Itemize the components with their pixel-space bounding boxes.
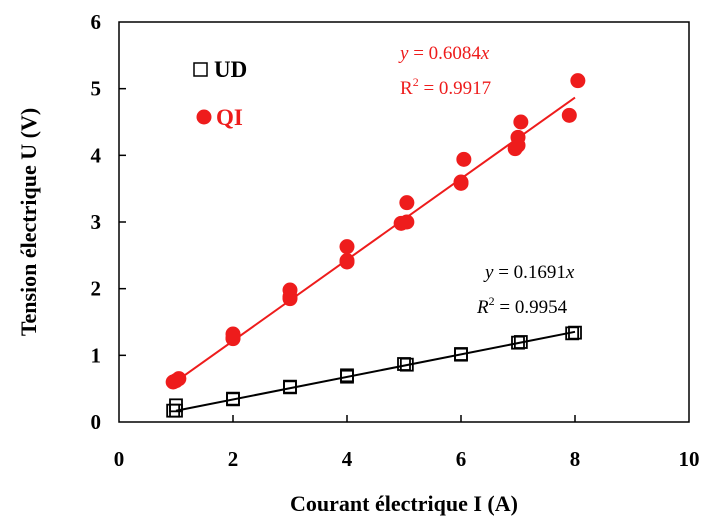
y-tick-label: 6 <box>91 10 102 34</box>
x-tick-label: 0 <box>114 447 125 471</box>
data-point-qi <box>513 114 529 130</box>
y-tick-label: 0 <box>91 410 102 434</box>
data-point-ud <box>169 403 183 418</box>
data-point-qi <box>570 73 586 89</box>
equation-ud: y = 0.1691x <box>483 262 575 283</box>
y-tick-label: 2 <box>91 277 102 301</box>
legend-label-ud: UD <box>214 57 247 82</box>
data-markers <box>165 73 586 418</box>
r-squared-ud: R2 = 0.9954 <box>476 294 568 318</box>
legend-marker-ud <box>193 62 208 77</box>
data-point-qi <box>399 195 415 211</box>
data-point-qi <box>453 174 469 190</box>
data-point-qi <box>456 151 472 167</box>
x-tick-label: 10 <box>679 447 700 471</box>
x-tick-label: 8 <box>570 447 581 471</box>
legend-marker-qi <box>196 109 212 125</box>
axis-ticks <box>119 87 576 422</box>
x-axis-title: Courant électrique I (A) <box>290 491 518 516</box>
data-point-ud <box>340 368 354 383</box>
annotation-ud: y = 0.1691x R2 = 0.9954 <box>476 262 575 318</box>
data-point-qi <box>225 330 241 346</box>
y-tick-label: 3 <box>91 210 102 234</box>
legend-label-qi: QI <box>216 105 243 130</box>
trendline-ud <box>175 330 576 412</box>
data-point-ud <box>283 380 297 395</box>
data-point-ud <box>454 347 468 362</box>
data-point-qi <box>339 253 355 269</box>
data-point-ud <box>513 335 528 349</box>
data-point-qi <box>282 289 298 305</box>
data-point-qi <box>510 137 526 153</box>
r-squared-qi: R2 = 0.9917 <box>400 75 491 99</box>
y-tick-label: 5 <box>91 77 102 101</box>
data-point-qi <box>339 239 355 255</box>
data-point-qi <box>561 107 577 123</box>
x-tick-label: 2 <box>228 447 239 471</box>
y-axis-title: Tension électrique U (V) <box>16 108 41 336</box>
data-point-qi <box>399 214 415 230</box>
axis-tick-labels: 0 2 4 6 8 10 0 1 2 3 4 5 6 <box>91 10 700 471</box>
data-point-ud <box>399 357 414 372</box>
data-point-qi <box>168 373 184 389</box>
data-point-ud <box>226 392 240 407</box>
equation-qi: y = 0.6084x <box>398 43 490 64</box>
x-tick-label: 4 <box>342 447 353 471</box>
y-tick-label: 1 <box>91 343 102 367</box>
y-tick-label: 4 <box>91 143 102 167</box>
annotation-qi: y = 0.6084x R2 = 0.9917 <box>398 43 491 99</box>
legend: UD QI <box>193 57 247 130</box>
data-point-ud <box>565 326 580 341</box>
x-tick-label: 6 <box>456 447 467 471</box>
